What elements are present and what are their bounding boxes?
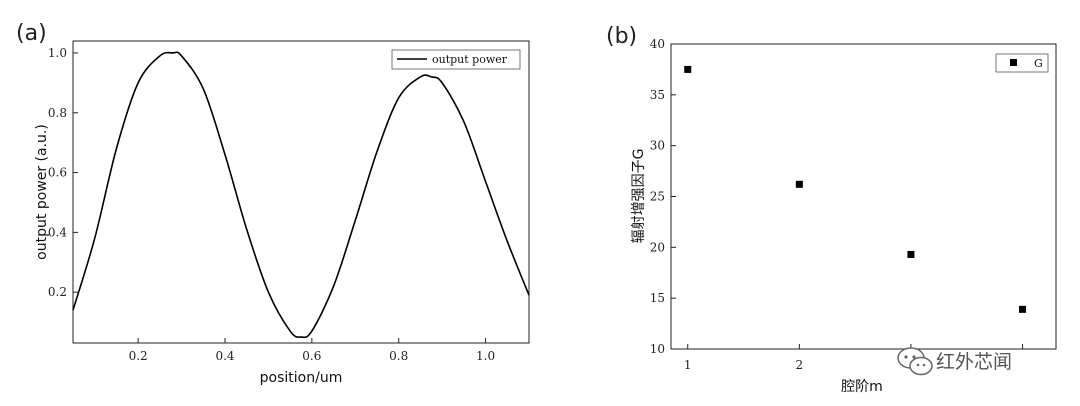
x-tick-label: 1 xyxy=(684,358,692,372)
y-tick-label: 0.2 xyxy=(48,285,67,299)
y-tick-label: 0.4 xyxy=(48,225,67,239)
legend-box xyxy=(391,49,521,70)
data-point-square xyxy=(907,250,915,258)
panel-a-y-axis-label: output power (a.u.) xyxy=(34,124,50,260)
panel-a-plot-frame xyxy=(72,40,530,344)
x-tick-label: 2 xyxy=(796,358,804,372)
panel-b-label: (b) xyxy=(606,24,637,49)
x-tick-label: 0.2 xyxy=(129,349,148,363)
legend-label-output-power: output power xyxy=(432,53,508,66)
y-tick-label: 10 xyxy=(650,342,665,356)
data-point-square xyxy=(795,180,803,188)
legend-box xyxy=(995,53,1049,73)
y-tick-label: 25 xyxy=(650,190,665,204)
panel-b-plot-frame xyxy=(670,43,1057,350)
x-tick-label: 0.8 xyxy=(389,349,408,363)
panel-a-y-ticks: 0.2 0.4 0.6 0.8 1.0 xyxy=(48,46,78,299)
series-line-output-power xyxy=(72,51,530,339)
watermark: 红外芯闻 xyxy=(897,347,1012,376)
panel-b-y-axis-label: 辐射增强因子G xyxy=(631,149,647,244)
y-tick-label: 20 xyxy=(650,240,665,254)
legend-label-g: G xyxy=(1034,57,1043,70)
panel-b-y-ticks: 10 15 20 25 30 35 40 xyxy=(650,37,676,356)
x-tick-label: 1.0 xyxy=(476,349,495,363)
y-tick-label: 0.6 xyxy=(48,166,67,180)
watermark-text: 红外芯闻 xyxy=(936,351,1012,373)
y-tick-label: 15 xyxy=(650,291,665,305)
legend-square-marker xyxy=(1010,59,1017,66)
data-point-square xyxy=(684,65,692,73)
panel-a-legend: output power xyxy=(391,49,521,70)
panel-a-x-ticks: 0.2 0.4 0.6 0.8 1.0 xyxy=(129,338,495,363)
y-tick-label: 1.0 xyxy=(48,46,67,60)
x-tick-label: 0.6 xyxy=(302,349,321,363)
panel-a-label: (a) xyxy=(16,21,47,46)
y-tick-label: 30 xyxy=(650,139,665,153)
data-point-square xyxy=(1019,305,1027,313)
y-tick-label: 0.8 xyxy=(48,106,67,120)
panel-a-x-axis-label: position/um xyxy=(260,370,343,386)
x-tick-label: 0.4 xyxy=(215,349,234,363)
wechat-icon xyxy=(897,347,933,376)
panel-b-points xyxy=(684,65,1027,313)
panel-b-legend: G xyxy=(995,53,1049,73)
y-tick-label: 35 xyxy=(650,88,665,102)
panel-a-line-chart: (a) 0.2 0.4 0.6 0.8 1.0 0.2 0.4 0.6 0.8 1.0 outp… xyxy=(16,21,530,386)
y-tick-label: 40 xyxy=(650,37,665,51)
panel-b-x-axis-label: 腔阶m xyxy=(841,379,883,395)
